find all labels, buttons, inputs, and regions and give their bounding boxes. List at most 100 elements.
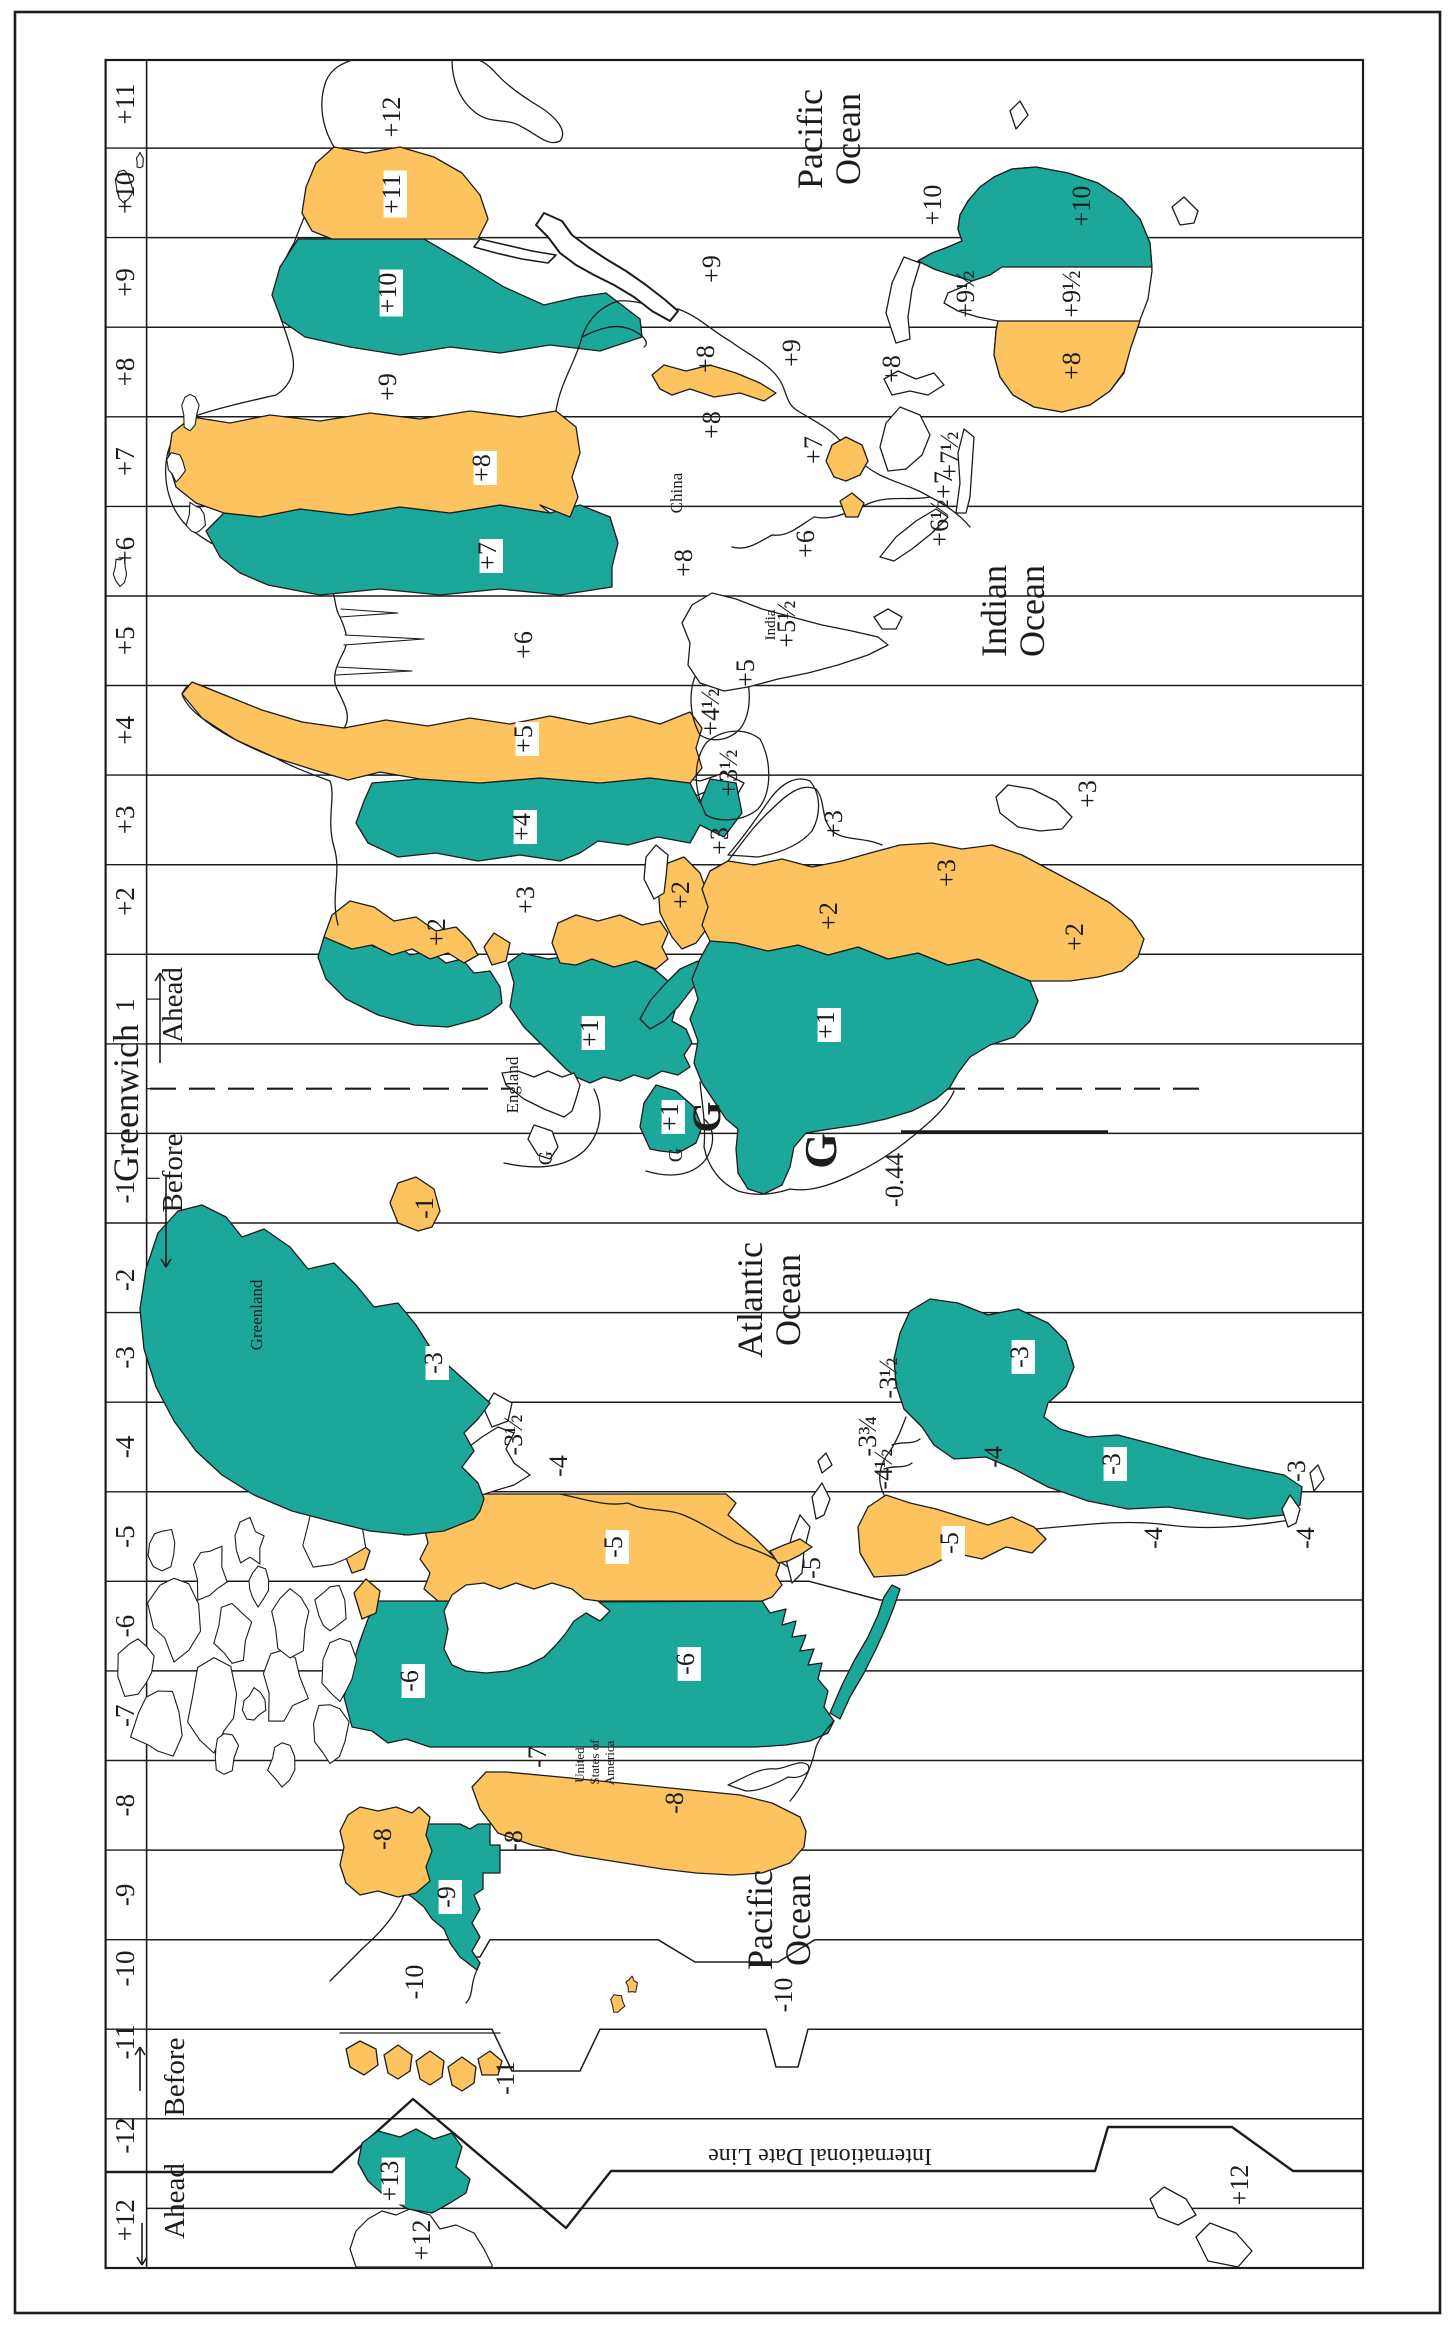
svg-text:+3: +3	[932, 859, 961, 887]
svg-text:Ahead: Ahead	[159, 2163, 191, 2239]
svg-text:+7: +7	[473, 542, 502, 570]
svg-text:+8: +8	[697, 411, 726, 439]
svg-text:-5: -5	[797, 1557, 826, 1579]
svg-text:-4: -4	[1291, 1527, 1320, 1549]
svg-text:+5: +5	[509, 725, 538, 753]
svg-text:-8: -8	[110, 1794, 140, 1817]
svg-text:+2: +2	[666, 881, 695, 909]
svg-text:Before: Before	[159, 2038, 191, 2117]
svg-text:+8: +8	[1057, 352, 1086, 380]
svg-text:+7½: +7½	[935, 431, 964, 478]
svg-text:+8: +8	[691, 345, 720, 373]
svg-text:+6½: +6½	[925, 499, 954, 546]
svg-text:+3½: +3½	[714, 749, 743, 796]
svg-text:+9: +9	[777, 339, 806, 367]
svg-text:+12: +12	[377, 97, 406, 138]
svg-text:-8: -8	[499, 1830, 528, 1852]
svg-text:Ocean: Ocean	[768, 1254, 808, 1346]
svg-text:-9: -9	[110, 1884, 140, 1907]
svg-text:+3: +3	[819, 810, 848, 838]
svg-text:+8: +8	[467, 454, 496, 482]
svg-text:+8: +8	[877, 355, 906, 383]
svg-text:+3: +3	[705, 827, 734, 855]
svg-text:G: G	[795, 1133, 846, 1169]
svg-text:+8: +8	[669, 549, 698, 577]
svg-text:-9: -9	[432, 1886, 461, 1908]
svg-text:+3: +3	[511, 886, 540, 914]
svg-text:Ocean: Ocean	[828, 93, 868, 185]
svg-text:-10: -10	[400, 1965, 429, 2000]
svg-text:America: America	[602, 1740, 617, 1785]
svg-text:Before: Before	[157, 1134, 189, 1213]
svg-text:-6: -6	[395, 1670, 424, 1692]
svg-text:-6: -6	[671, 1653, 700, 1675]
svg-text:International Date Line: International Date Line	[708, 2143, 932, 2169]
svg-text:+2: +2	[1060, 923, 1089, 951]
svg-text:+11: +11	[377, 174, 406, 214]
svg-text:+9½: +9½	[951, 270, 980, 317]
svg-text:Pacific: Pacific	[740, 1870, 780, 1970]
svg-text:-5: -5	[110, 1525, 140, 1548]
svg-text:1: 1	[110, 998, 140, 1012]
svg-text:-4½: -4½	[869, 1448, 898, 1489]
svg-text:-11: -11	[491, 2061, 520, 2095]
svg-text:+9: +9	[373, 373, 402, 401]
svg-text:+12: +12	[110, 2199, 140, 2241]
svg-text:-6: -6	[110, 1615, 140, 1638]
svg-text:-4: -4	[110, 1435, 140, 1458]
svg-text:-4: -4	[979, 1446, 1008, 1468]
svg-text:+2: +2	[422, 918, 451, 946]
svg-text:-4: -4	[544, 1455, 573, 1477]
svg-text:-3¾: -3¾	[853, 1415, 882, 1456]
svg-text:-3: -3	[1097, 1453, 1126, 1475]
svg-text:+10: +10	[110, 172, 140, 214]
svg-text:-3½: -3½	[499, 1414, 528, 1455]
svg-text:+5: +5	[110, 626, 140, 655]
svg-text:+6: +6	[509, 631, 538, 659]
svg-text:+6: +6	[110, 537, 140, 566]
svg-text:+5½: +5½	[772, 600, 801, 647]
svg-text:-7: -7	[110, 1704, 140, 1727]
svg-text:-2: -2	[110, 1269, 140, 1292]
svg-text:-8: -8	[368, 1828, 397, 1850]
svg-text:United: United	[572, 1747, 587, 1783]
svg-text:India: India	[763, 609, 779, 640]
svg-text:Ahead: Ahead	[157, 967, 189, 1043]
svg-text:Greenwich: Greenwich	[106, 1024, 146, 1182]
svg-text:-3: -3	[419, 1352, 448, 1374]
svg-text:-3: -3	[1282, 1460, 1311, 1482]
svg-text:+9: +9	[697, 255, 726, 283]
svg-text:+1: +1	[811, 1011, 840, 1039]
svg-text:-1: -1	[410, 1197, 439, 1219]
svg-text:Greenland: Greenland	[247, 1279, 266, 1350]
svg-text:-3: -3	[110, 1346, 140, 1369]
svg-text:+7: +7	[110, 447, 140, 476]
svg-text:England: England	[503, 1056, 522, 1113]
svg-text:-12: -12	[110, 2118, 140, 2154]
svg-text:+5: +5	[731, 659, 760, 687]
svg-text:+3: +3	[1073, 780, 1102, 808]
svg-text:China: China	[667, 472, 686, 513]
svg-text:+7: +7	[929, 471, 958, 499]
svg-text:+7: +7	[799, 436, 828, 464]
svg-text:-0.44: -0.44	[880, 1153, 909, 1207]
svg-text:-10: -10	[769, 1978, 798, 2013]
svg-text:Ocean: Ocean	[1012, 565, 1052, 657]
svg-text:+3: +3	[110, 806, 140, 835]
svg-text:+4: +4	[110, 715, 140, 744]
svg-text:-7: -7	[523, 1746, 552, 1768]
svg-text:-1: -1	[110, 1181, 140, 1204]
svg-text:-10: -10	[110, 1950, 140, 1986]
svg-text:Pacific: Pacific	[790, 89, 830, 189]
svg-text:States of: States of	[587, 1739, 602, 1785]
svg-text:+10: +10	[918, 185, 947, 226]
svg-text:G: G	[535, 1151, 557, 1165]
svg-text:+4: +4	[507, 813, 536, 841]
svg-text:+2: +2	[814, 902, 843, 930]
svg-text:+11: +11	[110, 83, 140, 124]
svg-text:+12: +12	[1225, 2165, 1254, 2206]
svg-text:-5: -5	[935, 1532, 964, 1554]
svg-text:+9: +9	[110, 268, 140, 297]
svg-text:-5: -5	[599, 1536, 628, 1558]
svg-text:+13: +13	[375, 2161, 404, 2202]
